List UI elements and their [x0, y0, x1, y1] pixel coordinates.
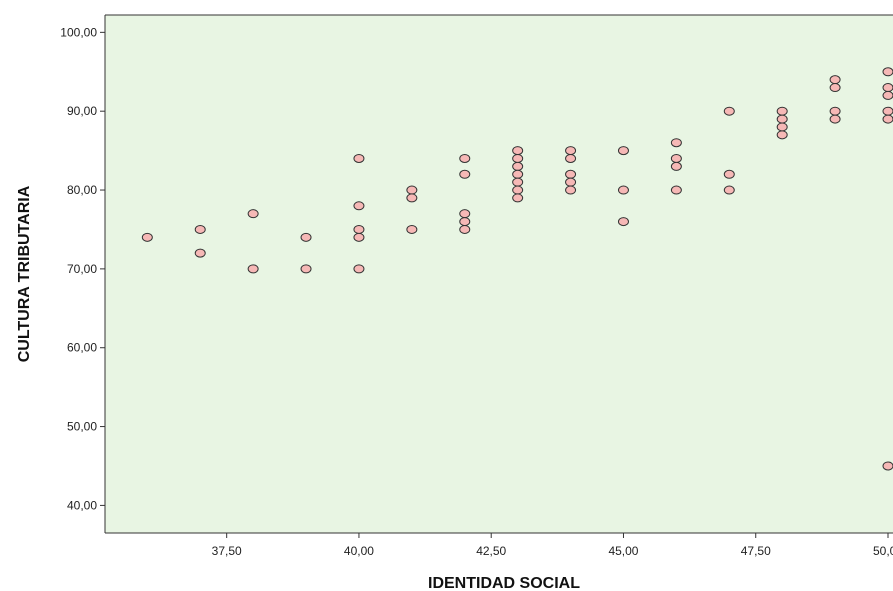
data-point: [353, 201, 365, 211]
data-point: [459, 224, 471, 234]
data-point: [617, 217, 629, 227]
data-point: [512, 146, 524, 156]
data-point: [829, 75, 841, 85]
data-point: [459, 169, 471, 179]
data-point: [512, 161, 524, 171]
data-point: [723, 169, 735, 179]
data-point: [882, 90, 893, 100]
data-point: [565, 146, 577, 156]
data-point: [565, 169, 577, 179]
data-point: [300, 264, 312, 274]
data-point: [829, 114, 841, 124]
data-point: [141, 232, 153, 242]
data-point: [194, 248, 206, 258]
data-point: [882, 114, 893, 124]
data-point: [565, 177, 577, 187]
plot-area: [105, 15, 893, 533]
data-point: [617, 185, 629, 195]
x-axis-title: IDENTIDAD SOCIAL: [428, 575, 580, 591]
y-axis-title: CULTURA TRIBUTARIA: [16, 185, 33, 362]
data-point: [882, 461, 893, 471]
data-point: [406, 224, 418, 234]
data-point: [670, 161, 682, 171]
data-point: [565, 185, 577, 195]
data-points: [141, 67, 893, 471]
data-point: [776, 114, 788, 124]
data-point: [565, 153, 577, 163]
y-tick-label: 70,00: [67, 262, 97, 276]
data-point: [882, 67, 893, 77]
data-point: [670, 185, 682, 195]
data-point: [512, 193, 524, 203]
x-axis-ticks: 37,50 40,00 42,50 45,00 47,50 50,00: [212, 533, 893, 558]
data-point: [723, 185, 735, 195]
data-point: [829, 83, 841, 93]
data-point: [247, 209, 259, 219]
data-point: [882, 106, 893, 116]
data-point: [353, 224, 365, 234]
data-point: [459, 217, 471, 227]
y-tick-label: 40,00: [67, 498, 97, 512]
data-point: [406, 185, 418, 195]
y-tick-label: 80,00: [67, 183, 97, 197]
data-point: [617, 146, 629, 156]
data-point: [512, 169, 524, 179]
data-point: [776, 106, 788, 116]
data-point: [512, 185, 524, 195]
data-point: [353, 232, 365, 242]
data-point: [829, 106, 841, 116]
data-point: [670, 138, 682, 148]
y-tick-label: 60,00: [67, 341, 97, 355]
data-point: [300, 232, 312, 242]
x-tick-label: 50,00: [873, 544, 893, 558]
data-point: [512, 153, 524, 163]
data-point: [459, 153, 471, 163]
x-tick-label: 47,50: [741, 544, 771, 558]
x-tick-label: 42,50: [476, 544, 506, 558]
data-point: [406, 193, 418, 203]
data-point: [776, 130, 788, 140]
data-point: [247, 264, 259, 274]
x-tick-label: 40,00: [344, 544, 374, 558]
x-tick-label: 37,50: [212, 544, 242, 558]
data-point: [723, 106, 735, 116]
y-tick-label: 90,00: [67, 104, 97, 118]
y-tick-label: 50,00: [67, 420, 97, 434]
data-point: [353, 153, 365, 163]
data-point: [882, 83, 893, 93]
data-point: [670, 153, 682, 163]
data-point: [512, 177, 524, 187]
data-point: [353, 264, 365, 274]
data-point: [459, 209, 471, 219]
x-tick-label: 45,00: [608, 544, 638, 558]
y-axis-ticks: 40,00 50,00 60,00 70,00 80,00 90,00 100,00: [60, 25, 105, 512]
y-tick-label: 100,00: [60, 25, 97, 39]
data-point: [776, 122, 788, 132]
data-point: [194, 224, 206, 234]
